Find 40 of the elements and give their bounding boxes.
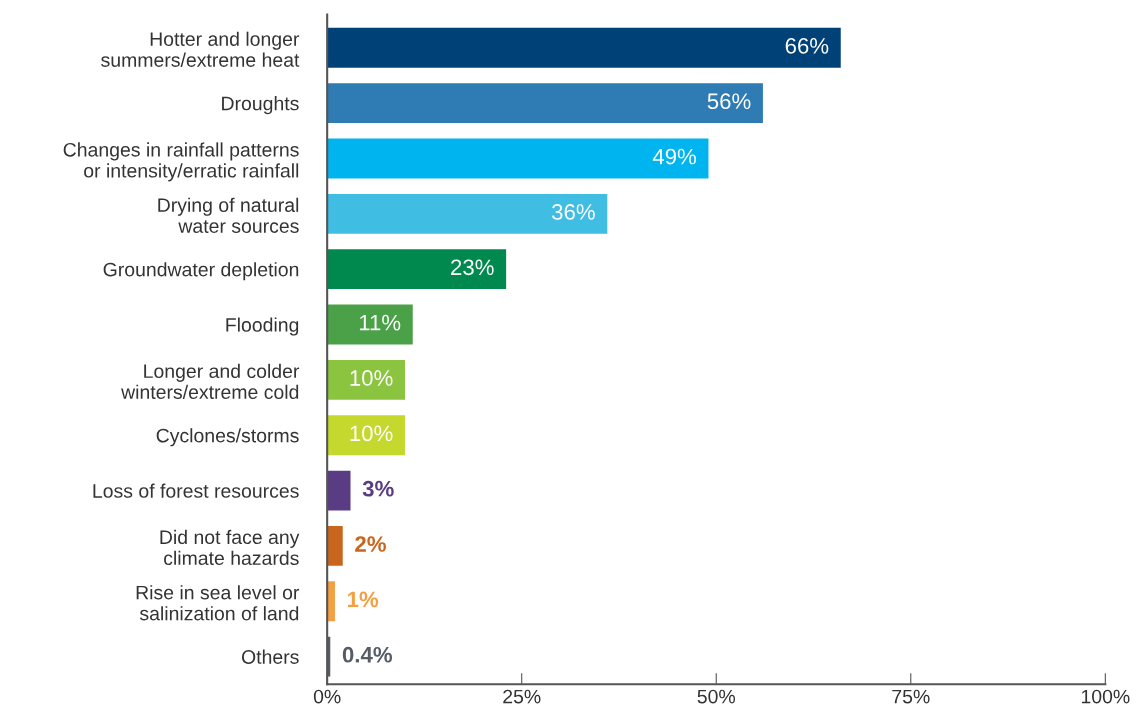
bar xyxy=(327,193,608,234)
data-label: 1% xyxy=(348,591,379,608)
bar xyxy=(327,138,709,179)
y-tick-label: Groundwater depletion xyxy=(103,262,299,281)
data-label: 3% xyxy=(362,480,394,497)
bar xyxy=(327,83,763,124)
data-label: 0.4% xyxy=(342,646,393,663)
bar xyxy=(327,304,413,345)
y-tick-label: Hotter and longer summers/extreme heat xyxy=(101,31,300,67)
x-tick-label: 100% xyxy=(1081,689,1130,704)
data-label: 56% xyxy=(707,93,751,110)
data-label: 36% xyxy=(552,204,595,220)
x-tick-label: 50% xyxy=(697,689,736,704)
bar xyxy=(327,27,841,68)
y-tick-label: Loss of forest resources xyxy=(93,483,299,498)
bar xyxy=(327,249,507,290)
bar xyxy=(327,415,405,456)
data-label: 11% xyxy=(359,314,401,331)
y-tick-label: Flooding xyxy=(226,317,299,336)
data-label: 10% xyxy=(350,370,393,386)
y-tick-label: Others xyxy=(241,649,299,664)
data-label: 66% xyxy=(785,38,829,54)
bar xyxy=(327,359,405,400)
data-label: 23% xyxy=(451,259,494,276)
x-tick-label: 75% xyxy=(892,689,930,704)
y-tick-label: Rise in sea level or salinization of land xyxy=(136,585,300,621)
y-tick-label: Drying of natural water sources xyxy=(158,197,299,233)
y-tick-label: Did not face any climate hazards xyxy=(160,529,300,566)
x-tick-label: 25% xyxy=(503,689,541,704)
data-label: 10% xyxy=(350,425,393,442)
y-tick-label: Cyclones/storms xyxy=(156,428,299,447)
y-tick-label: Changes in rainfall patterns or intensity/erratic rainfall xyxy=(63,142,299,182)
data-label: 2% xyxy=(355,536,386,552)
data-label: 49% xyxy=(652,148,696,165)
x-tick-label: 0% xyxy=(313,689,341,704)
y-tick-label: Longer and colder winters/extreme cold xyxy=(121,363,300,399)
bar xyxy=(327,581,335,622)
bar xyxy=(327,526,343,566)
bar xyxy=(327,470,351,511)
y-tick-label: Droughts xyxy=(222,96,299,115)
